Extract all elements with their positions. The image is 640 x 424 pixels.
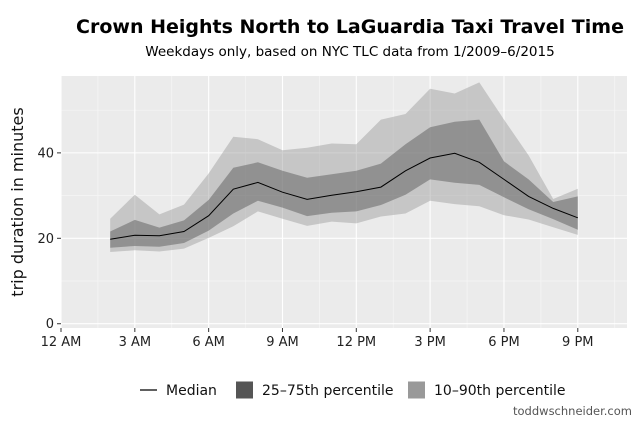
band-25-75-percentile [110,119,578,248]
y-tick-label: 20 [37,232,54,247]
band-layer [110,82,578,253]
x-tick-label: 3 PM [414,335,445,350]
chart-subtitle: Weekdays only, based on NYC TLC data fro… [145,44,554,60]
legend-label-10-90-percentile: 10–90th percentile [434,383,565,399]
x-tick-label: 12 AM [41,335,82,350]
y-tick-label: 40 [37,146,54,161]
credit-text: toddwschneider.com [513,404,632,418]
median-line [110,152,578,240]
line-layer [110,152,578,240]
x-tick-label: 12 PM [336,335,376,350]
x-tick-label: 6 AM [192,335,225,350]
legend-label-25-75-percentile: 25–75th percentile [262,383,393,399]
x-tick-label: 6 PM [488,335,519,350]
axis-layer: 12 AM 3 AM 6 AM 9 AM 12 PM 3 PM 6 PM 9 PM 0 20 40 [37,146,593,350]
legend-key-10-90-percentile [408,381,425,399]
legend: Median 25–75th percentile 10–90th percenti… [140,381,565,399]
x-tick-label: 9 PM [562,335,593,350]
legend-key-25-75-percentile [236,381,253,399]
y-tick-label: 0 [46,317,54,332]
y-axis-title: trip duration in minutes [8,107,27,296]
chart-title: Crown Heights North to LaGuardia Taxi Tr… [76,16,624,38]
x-tick-label: 9 AM [266,335,299,350]
x-tick-label: 3 AM [119,335,152,350]
legend-label-median: Median [166,383,217,399]
